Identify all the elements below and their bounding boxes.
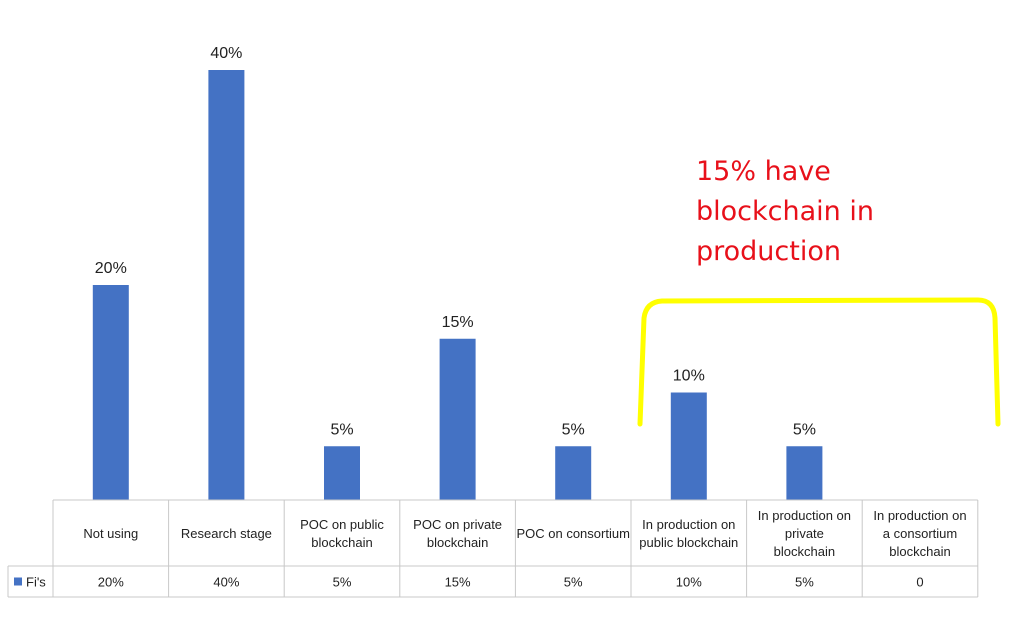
data-label: 10% bbox=[673, 368, 705, 385]
table-cell: 0 bbox=[916, 575, 923, 590]
data-label: 5% bbox=[330, 421, 353, 438]
bar bbox=[786, 446, 823, 500]
bar bbox=[208, 70, 245, 500]
bar bbox=[92, 285, 129, 500]
annotation-text: 15% have blockchain in production bbox=[696, 156, 874, 267]
data-label: 40% bbox=[210, 45, 242, 62]
bar bbox=[555, 446, 592, 500]
category-label: POC on consortium bbox=[516, 526, 629, 541]
table-cell: 5% bbox=[564, 575, 583, 590]
bar bbox=[324, 446, 360, 500]
data-label: 5% bbox=[793, 421, 816, 438]
table-cell: 20% bbox=[98, 575, 124, 590]
category-label: In production on a consortium blockchain bbox=[873, 508, 966, 559]
table-cell: 5% bbox=[795, 575, 814, 590]
category-label: Research stage bbox=[181, 526, 272, 541]
category-label: In production on public blockchain bbox=[639, 517, 738, 550]
table-cell: 5% bbox=[333, 575, 352, 590]
legend-key bbox=[14, 577, 22, 586]
table-cell: 40% bbox=[213, 575, 239, 590]
category-label: Not using bbox=[83, 526, 138, 541]
bar bbox=[439, 338, 476, 500]
data-label: 15% bbox=[442, 314, 474, 331]
data-label: 20% bbox=[95, 260, 127, 277]
data-label: 5% bbox=[562, 421, 585, 438]
table-cell: 15% bbox=[445, 575, 471, 590]
bar bbox=[670, 392, 707, 500]
category-label: POC on public blockchain bbox=[300, 517, 384, 550]
category-label: In production on private blockchain bbox=[758, 508, 851, 559]
table-cell: 10% bbox=[676, 575, 702, 590]
category-label: POC on private blockchain bbox=[413, 517, 502, 550]
legend-label: Fi's bbox=[26, 575, 46, 590]
